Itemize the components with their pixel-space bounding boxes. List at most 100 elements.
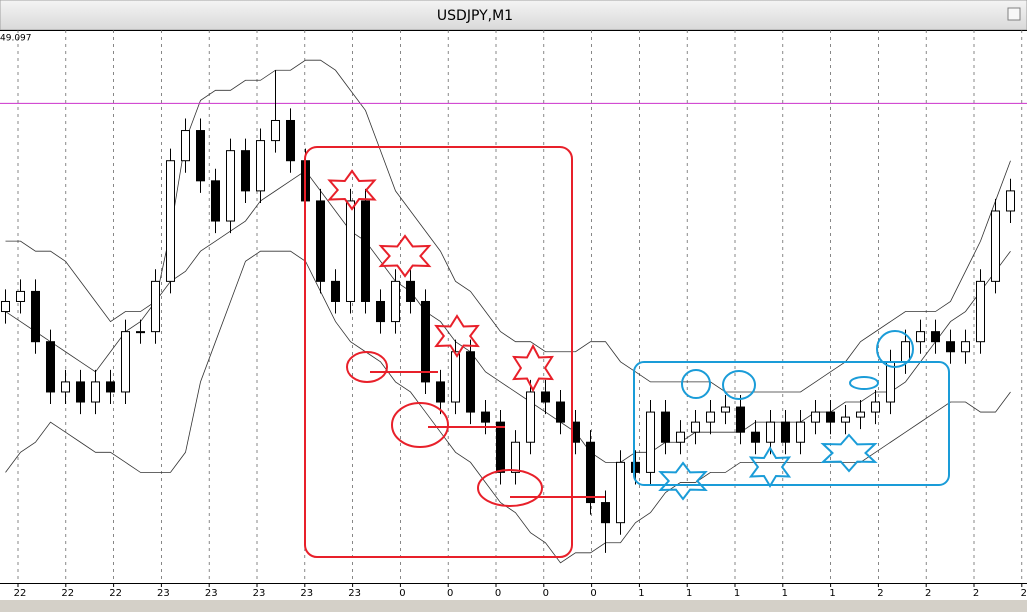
- x-tick-label: 2: [877, 588, 883, 599]
- x-axis-labels: 22 22 22 23 23 23 23 23 0 0 0 0 0 1 1 1 1 1 2 2 2 2: [14, 583, 1027, 599]
- candle-body: [121, 331, 130, 393]
- candle-body: [391, 280, 400, 323]
- candle-body: [31, 290, 40, 343]
- x-tick-label: 23: [348, 588, 361, 599]
- blue-ellipse: [722, 370, 756, 400]
- candle-body: [496, 421, 505, 473]
- candle-body: [991, 210, 1000, 282]
- candle-body: [721, 406, 730, 413]
- blue-ellipse: [849, 376, 879, 390]
- candle-body: [631, 461, 640, 473]
- candle-body: [361, 200, 370, 302]
- candle-body: [616, 461, 625, 524]
- candle-body: [781, 421, 790, 443]
- star: [820, 433, 878, 473]
- candle-body: [241, 150, 250, 192]
- annotations: [304, 146, 950, 558]
- candle-body: [1006, 190, 1015, 212]
- chart-title: USDJPY,M1: [437, 8, 513, 24]
- x-tick-label: 22: [14, 588, 27, 599]
- x-tick-label: 1: [686, 588, 692, 599]
- candle-body: [286, 119, 295, 162]
- x-tick-label: 23: [300, 588, 313, 599]
- x-tick-label: 22: [61, 588, 74, 599]
- window-button[interactable]: [1007, 7, 1021, 21]
- candle-body: [331, 280, 340, 302]
- x-axis: [0, 583, 1027, 600]
- band-lower: [5, 250, 1011, 564]
- candle-body: [346, 200, 355, 302]
- candle-body: [976, 280, 985, 343]
- candle-body: [901, 341, 910, 363]
- candle-body: [556, 401, 565, 423]
- x-tick-label: 0: [447, 588, 453, 599]
- x-tick-label: 0: [590, 588, 596, 599]
- price-label: 49.097: [0, 34, 32, 44]
- candle-body: [226, 150, 235, 222]
- candle-body: [601, 502, 610, 524]
- x-tick-label: 23: [253, 588, 266, 599]
- x-tick-label: 0: [495, 588, 501, 599]
- candle-body: [661, 411, 670, 443]
- star: [748, 446, 792, 488]
- candle-body: [691, 421, 700, 433]
- star: [658, 461, 708, 501]
- candle-body: [481, 411, 490, 423]
- candle-body: [211, 180, 220, 222]
- candle-body: [706, 411, 715, 423]
- candle-body: [151, 280, 160, 333]
- x-tick-label: 0: [543, 588, 549, 599]
- candle-body: [736, 406, 745, 433]
- candle-body: [91, 381, 100, 403]
- candle-body: [526, 391, 535, 443]
- star: [327, 169, 377, 211]
- candle-body: [76, 381, 85, 403]
- candle-body: [1, 300, 10, 313]
- red-ellipse: [391, 402, 449, 448]
- candle-body: [676, 431, 685, 443]
- candle-body: [751, 431, 760, 443]
- candle-body: [136, 331, 145, 334]
- candle-body: [451, 351, 460, 403]
- candle-body: [586, 441, 595, 504]
- candle-body: [511, 441, 520, 473]
- x-tick-label: 2: [925, 588, 931, 599]
- candle-body: [826, 411, 835, 423]
- grid: [17, 30, 1023, 583]
- red-ellipse: [346, 351, 388, 383]
- x-tick-label: 1: [638, 588, 644, 599]
- candle-body: [466, 351, 475, 413]
- candle-body: [646, 411, 655, 473]
- candle-body: [106, 381, 115, 393]
- candle-body: [166, 160, 175, 282]
- x-tick-label: 22: [109, 588, 122, 599]
- candle-body: [796, 421, 805, 443]
- candle-body: [541, 391, 550, 403]
- x-tick-label: 23: [205, 588, 218, 599]
- candle-body: [316, 200, 325, 282]
- x-tick-label: 1: [734, 588, 740, 599]
- x-tick-label: 2: [973, 588, 979, 599]
- x-tick-label: 0: [399, 588, 405, 599]
- blue-ellipse: [681, 369, 711, 399]
- candle-body: [916, 331, 925, 343]
- candle-body: [256, 140, 265, 192]
- candle-body: [946, 341, 955, 353]
- x-tick-label: 1: [782, 588, 788, 599]
- candle-body: [766, 421, 775, 443]
- x-tick-label: 23: [157, 588, 170, 599]
- candle-body: [406, 280, 415, 302]
- candle-body: [46, 341, 55, 393]
- red-ellipse: [477, 469, 543, 507]
- blue-box: [633, 361, 950, 486]
- x-tick-label: 2: [1021, 588, 1027, 599]
- bottom-bar: [0, 600, 1027, 612]
- x-tick-label: 1: [829, 588, 835, 599]
- candle-body: [871, 401, 880, 413]
- candle-body: [16, 290, 25, 302]
- candle-body: [841, 416, 850, 423]
- candle-body: [436, 381, 445, 403]
- candle-body: [181, 130, 190, 162]
- candle-body: [931, 331, 940, 343]
